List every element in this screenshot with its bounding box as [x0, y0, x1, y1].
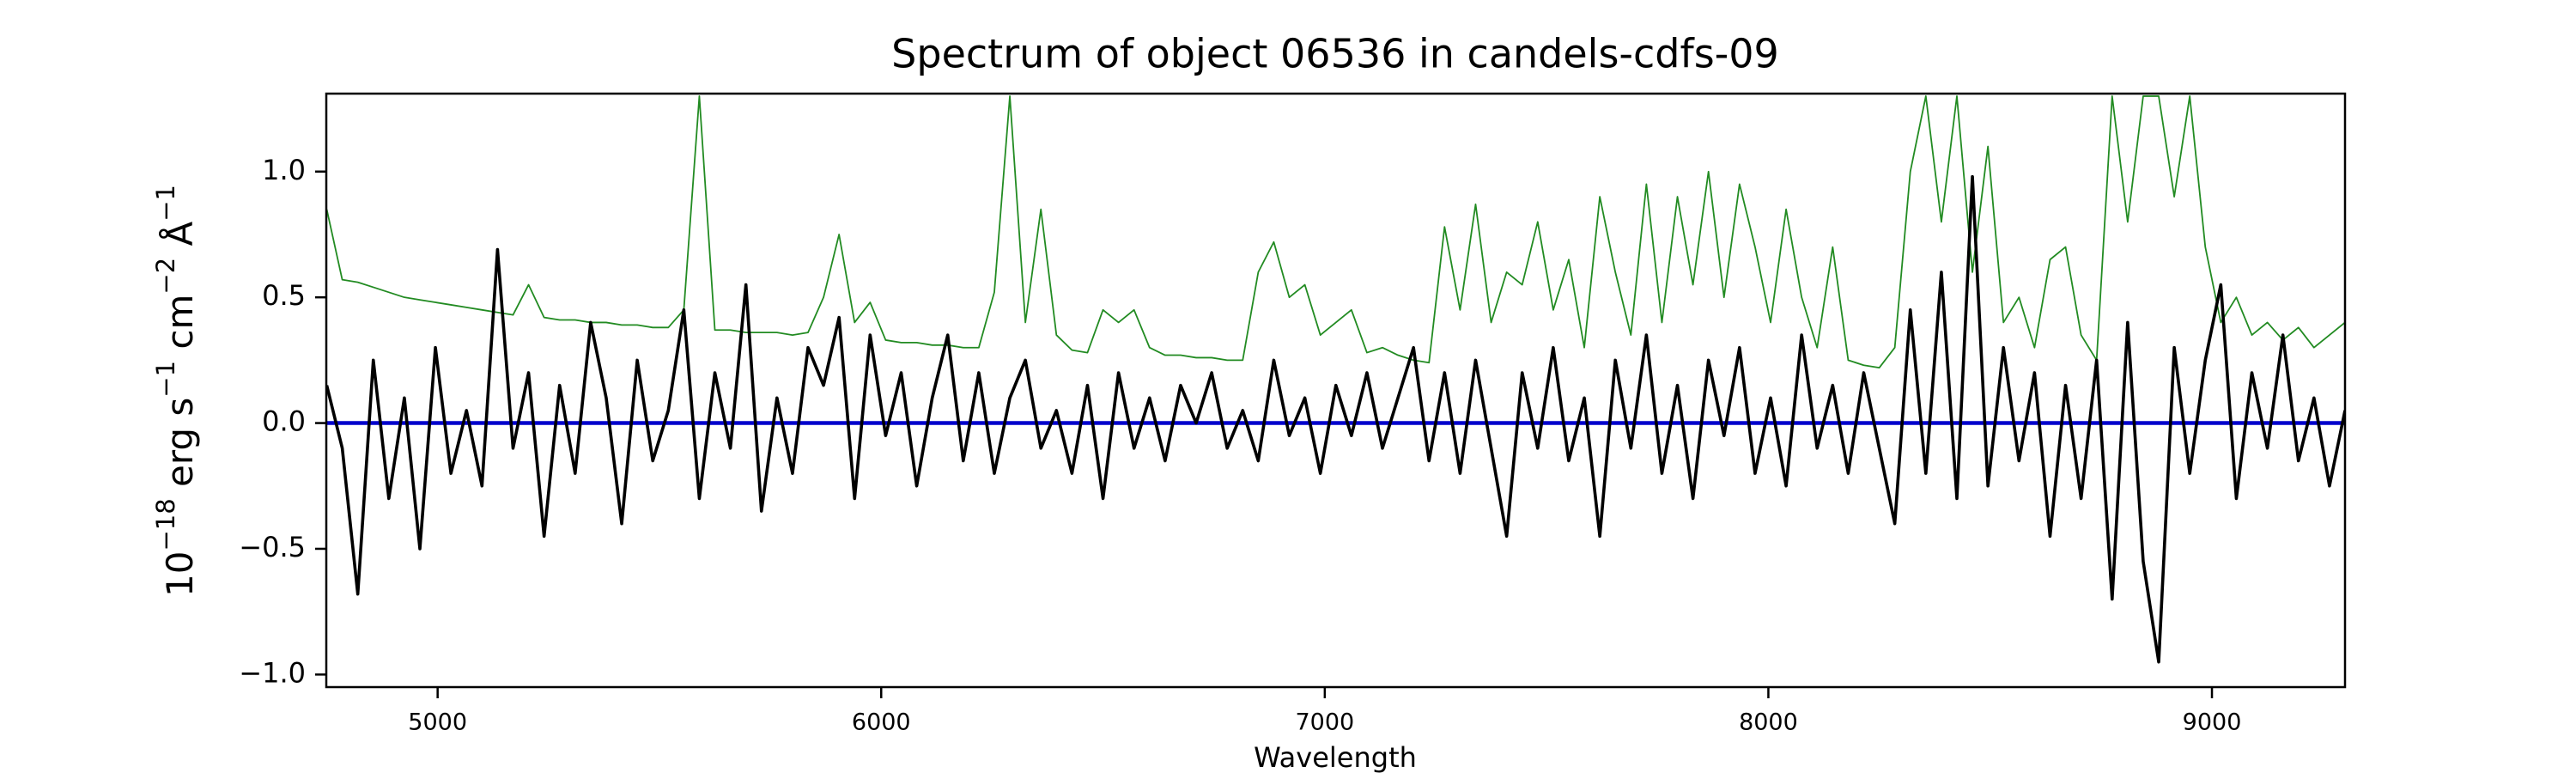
y-axis-label-part: Å: [158, 222, 201, 258]
y-axis-label: 10−18 erg s−1 cm−2 Å−1: [151, 185, 201, 597]
x-axis-label: Wavelength: [1254, 741, 1417, 773]
y-axis-label-part: cm: [159, 295, 201, 361]
x-tick-label: 7000: [1295, 709, 1354, 736]
y-tick-label: 0.0: [262, 405, 306, 438]
y-axis-label-part: −2: [151, 258, 180, 295]
plot-frame: [325, 92, 2347, 689]
y-tick-label: −1.0: [239, 656, 306, 689]
y-axis-label-part: −1: [151, 185, 180, 222]
chart-title: Spectrum of object 06536 in candels-cdfs…: [891, 31, 1779, 77]
y-tick-label: 0.5: [262, 279, 306, 312]
y-axis-label-part: erg s: [159, 398, 201, 499]
y-tick-label: 1.0: [262, 154, 306, 186]
x-tick-label: 9000: [2183, 709, 2242, 736]
y-axis-label-part: 10: [159, 551, 201, 597]
y-axis-label-part: −1: [151, 361, 180, 398]
spectrum-line: [326, 174, 2345, 664]
plot-lines: [326, 95, 2345, 664]
x-tick-label: 6000: [852, 709, 911, 736]
x-tick-label: 5000: [408, 709, 467, 736]
y-tick-label: −0.5: [239, 531, 306, 563]
spectrum-line: [326, 95, 2345, 369]
y-axis-label-part: −18: [151, 498, 180, 551]
x-tick-label: 8000: [1739, 709, 1798, 736]
